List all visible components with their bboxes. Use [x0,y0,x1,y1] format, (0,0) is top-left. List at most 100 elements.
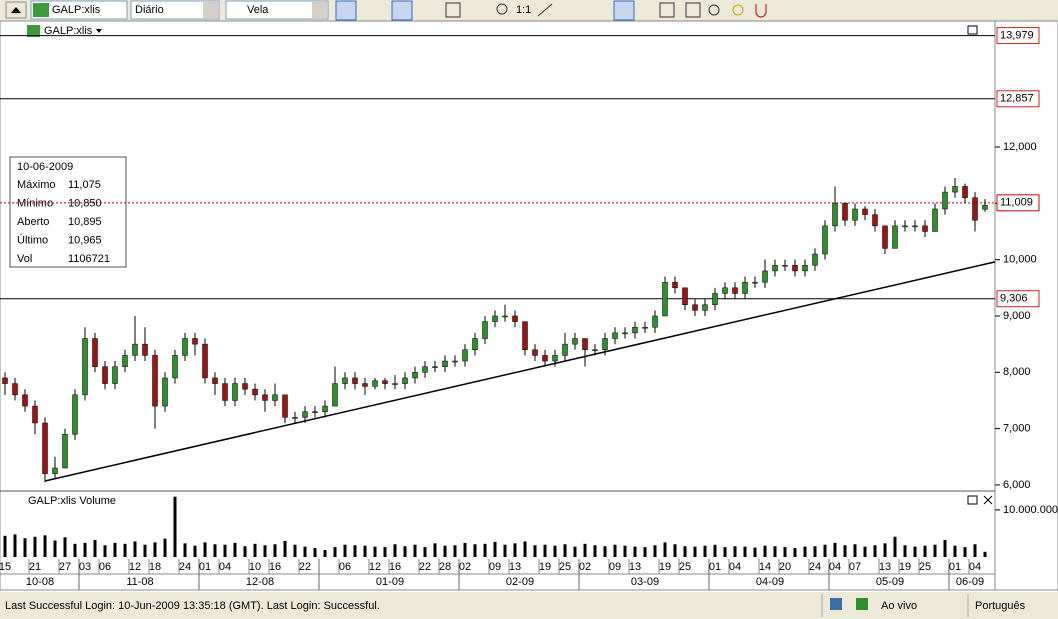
maximize-button[interactable] [967,495,978,505]
dropdown-button[interactable] [203,2,218,18]
candle-body [342,377,348,384]
grid-tool[interactable] [391,0,413,21]
x-tick-label: 04 [969,561,981,573]
symbol-field[interactable] [30,0,128,20]
volume-bar [203,542,207,557]
candle-body [22,394,28,407]
panel-title: GALP:xlis [44,25,93,37]
volume-bar [773,546,777,557]
volume-bar [623,545,627,557]
volume-bar [513,543,517,557]
y-tick-label: 9,000 [1003,310,1031,322]
volume-bar [333,547,337,557]
candle-body [962,186,968,198]
x-tick-label: 18 [149,561,161,573]
maximize-button[interactable] [967,25,978,35]
candle-body [802,265,808,272]
candle-body [602,338,608,351]
volume-bar [533,545,537,557]
volume-bar [543,544,547,557]
candle-body [392,383,398,385]
grid-toggle[interactable] [659,2,675,18]
candle-body [762,270,768,283]
volume-bar [523,541,527,557]
y-tick-label: 8,000 [1003,366,1031,378]
volume-bar [263,545,267,557]
candle-body [822,225,828,255]
candle-body [462,349,468,362]
y-tick-label: 6,000 [1003,479,1031,491]
candle-body [632,326,638,334]
symbol-text: GALP:xlis [52,4,101,16]
dropdown-button[interactable] [312,2,327,18]
candle-body [202,343,208,379]
x-tick-label: 14 [759,561,771,573]
candle-body [592,349,598,352]
volume-bar [93,540,97,557]
candle-body [872,214,878,227]
candle-body [402,377,408,384]
trend-tool[interactable] [613,0,635,21]
candle-body [552,355,558,362]
volume-bar [853,544,857,557]
zoom-tool[interactable] [496,3,508,15]
candle-body [772,265,778,272]
alert-tool[interactable] [732,4,744,16]
x-tick-label: 09 [609,561,621,573]
volume-bar [173,496,177,557]
candle-body [452,360,458,363]
candle-body [422,366,428,373]
candle-body [2,377,8,384]
volume-bar [343,544,347,557]
info-value: 1106721 [68,253,110,265]
volume-bar [433,543,437,557]
candle-body [832,203,838,227]
candle-body [612,332,618,339]
x-tick-label: 04 [829,561,841,573]
candle-body [362,383,368,387]
style-select[interactable] [225,0,329,20]
candle-body [352,377,358,384]
volume-bar [113,542,117,557]
info-value: 10,895 [68,216,102,228]
line-tool[interactable] [537,3,553,17]
close-button[interactable] [983,495,993,505]
volume-bar [133,541,137,557]
period-select[interactable] [130,0,220,20]
candle-body [482,321,488,339]
x-tick-label: 22 [299,561,311,573]
candle-body [902,225,908,228]
candle-body [42,422,48,474]
candle-body [302,411,308,418]
x-tick-label: 19 [899,561,911,573]
pointer-tool[interactable] [335,0,357,21]
style-text: Vela [247,4,269,16]
volume-bar [283,540,287,557]
volume-bar [483,543,487,557]
volume-bar [703,545,707,557]
info-tool[interactable] [445,2,461,18]
y-tick-label: 10.000.000 [1003,504,1058,516]
candle-body [252,388,258,396]
print-tool[interactable] [685,2,701,18]
volume-bar [593,545,597,557]
volume-bar [463,542,467,557]
volume-bar [123,543,127,557]
candle-body [492,315,498,322]
volume-bar [933,544,937,557]
volume-bar [683,546,687,557]
volume-bar [953,545,957,557]
link-tool[interactable] [708,4,720,16]
candle-body [662,281,668,317]
zoom-ratio: 1:1 [516,4,531,16]
volume-bar [723,547,727,557]
volume-bar [673,544,677,557]
magnet-tool[interactable] [755,4,767,18]
volume-bar [393,544,397,557]
candle-body [542,355,548,362]
x-tick-label: 20 [779,561,791,573]
candle-body [72,394,78,435]
volume-bar [883,543,887,557]
